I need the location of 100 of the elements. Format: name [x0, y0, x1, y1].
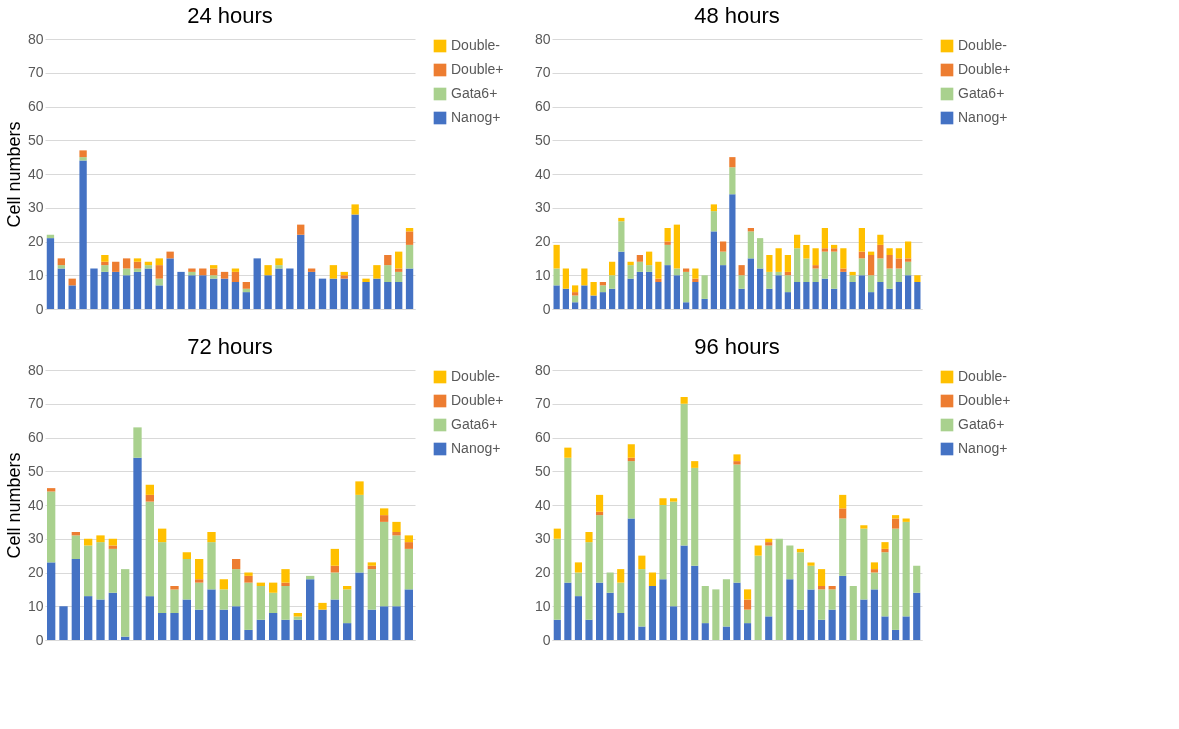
bar	[701, 623, 709, 640]
bar	[564, 457, 572, 583]
bar	[636, 255, 643, 262]
bar	[392, 521, 401, 532]
bar	[892, 528, 900, 630]
y-tick-label: 40	[27, 165, 44, 182]
bar	[564, 447, 572, 458]
bar	[170, 613, 179, 640]
bar	[720, 265, 727, 309]
y-tick-label: 70	[534, 395, 551, 412]
bar	[670, 501, 678, 607]
bar	[839, 575, 847, 640]
bar	[812, 282, 819, 309]
bar	[145, 596, 154, 640]
bar	[343, 623, 352, 640]
bar	[219, 609, 228, 640]
bar	[831, 248, 838, 252]
bar	[590, 282, 597, 296]
bar	[367, 569, 376, 610]
bar	[133, 271, 142, 309]
bar	[807, 562, 815, 566]
bar	[881, 542, 889, 549]
y-tick-label: 80	[534, 361, 551, 378]
bar	[839, 494, 847, 509]
bar	[738, 265, 745, 276]
bar	[617, 569, 625, 583]
bar	[796, 609, 804, 640]
bar	[794, 234, 801, 249]
bar	[373, 265, 381, 279]
bar	[617, 582, 625, 613]
bar	[84, 538, 93, 546]
bar	[860, 525, 868, 529]
bar	[868, 275, 875, 293]
bar	[195, 559, 204, 580]
bar	[733, 454, 741, 462]
bar	[219, 589, 228, 610]
bar	[648, 572, 656, 586]
bar	[766, 255, 773, 272]
bar	[729, 194, 736, 309]
bar	[96, 542, 105, 600]
bar	[351, 204, 359, 215]
bar	[744, 589, 752, 600]
bar	[840, 248, 847, 269]
bar	[281, 582, 290, 586]
bar	[812, 268, 819, 282]
bar	[318, 278, 327, 309]
bar	[599, 285, 606, 293]
bar	[155, 285, 163, 309]
bar	[210, 278, 218, 309]
y-tick-label: 60	[534, 98, 551, 114]
bar	[170, 589, 179, 613]
bar	[47, 562, 56, 640]
bar	[860, 528, 868, 600]
legend-label: Nanog+	[451, 440, 501, 456]
bar	[692, 282, 699, 309]
bar	[158, 613, 167, 640]
bar	[330, 548, 339, 566]
bar	[712, 589, 720, 640]
legend-label: Double+	[451, 392, 504, 408]
bar	[796, 552, 804, 610]
y-tick-label: 30	[27, 530, 44, 547]
bar	[596, 515, 604, 583]
bar	[253, 258, 261, 309]
y-tick-label: 80	[27, 361, 44, 378]
bar	[275, 258, 283, 266]
bar	[318, 602, 327, 610]
y-axis-title: Cell numbers	[3, 452, 24, 559]
bar	[757, 268, 764, 309]
bar	[281, 569, 290, 583]
bar	[79, 150, 87, 158]
bar	[818, 619, 826, 640]
bar	[720, 251, 727, 266]
bar	[786, 545, 794, 580]
bar	[646, 251, 653, 266]
bar	[701, 586, 709, 624]
bar	[71, 535, 80, 559]
bar	[870, 562, 878, 570]
bar	[220, 271, 229, 279]
bar	[177, 271, 185, 309]
bar	[618, 251, 625, 309]
bar	[57, 258, 65, 266]
bar	[269, 592, 278, 613]
bar	[821, 228, 828, 249]
bar	[821, 248, 828, 252]
bar	[902, 521, 910, 617]
bar	[207, 532, 216, 543]
bar	[858, 258, 865, 276]
bar	[849, 586, 857, 640]
legend-label: Nanog+	[451, 109, 501, 125]
bar	[380, 508, 389, 516]
bar	[691, 565, 699, 640]
bar	[122, 275, 131, 309]
y-tick-label: 10	[27, 266, 44, 283]
bar	[281, 586, 290, 620]
bar	[858, 228, 865, 252]
bar	[355, 481, 364, 495]
bar	[101, 255, 109, 262]
bar	[330, 599, 339, 640]
bar	[664, 228, 671, 242]
bar	[701, 275, 708, 299]
